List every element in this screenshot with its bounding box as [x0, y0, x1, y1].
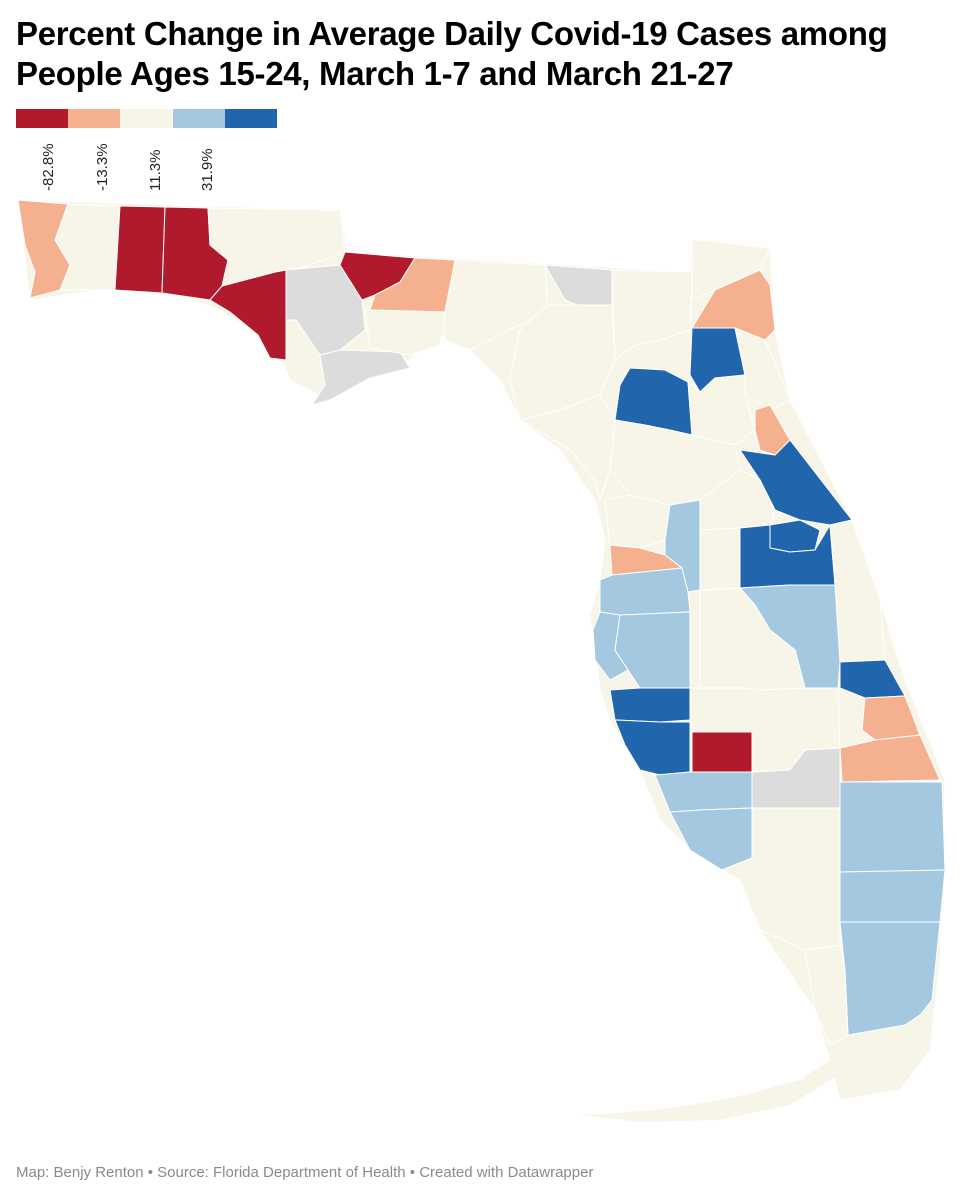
legend-swatch-1 — [16, 109, 68, 128]
county-jackson — [207, 207, 346, 287]
legend-swatch-3 — [120, 109, 172, 128]
legend-tick-3: 11.3% — [147, 149, 164, 191]
florida-county-map — [17, 199, 946, 1122]
color-legend: -82.8% -13.3% 11.3% 31.9% — [16, 109, 278, 199]
county-hernando — [609, 544, 683, 576]
legend-tick-1: -82.8% — [40, 143, 57, 191]
county-broward — [839, 869, 946, 923]
legend-tick-4: 31.9% — [199, 148, 216, 191]
map-credits: Map: Benjy Renton • Source: Florida Depa… — [16, 1164, 594, 1181]
county-sarasota — [614, 719, 691, 776]
florida-keys — [580, 1035, 905, 1122]
county-charlotte — [654, 771, 753, 813]
county-manatee — [609, 687, 691, 723]
county-franklin — [311, 349, 411, 406]
county-martin — [839, 734, 941, 783]
county-citrus — [604, 494, 671, 549]
legend-swatch-2 — [68, 109, 120, 128]
county-hardee-desoto — [691, 731, 753, 773]
legend-swatch-5 — [225, 109, 277, 128]
county-walton-okaloosa — [54, 203, 121, 291]
county-lake — [699, 469, 776, 531]
legend-swatch-4 — [173, 109, 225, 128]
county-walton — [114, 205, 166, 294]
county-pasco — [599, 567, 691, 616]
map-title: Percent Change in Average Daily Covid-19… — [16, 15, 888, 92]
county-jefferson-madison — [444, 259, 549, 351]
county-monroe-mainland — [804, 944, 849, 1046]
legend-tick-2: -13.3% — [94, 143, 111, 191]
county-wakulla — [364, 309, 446, 356]
county-palm-beach — [839, 781, 946, 873]
